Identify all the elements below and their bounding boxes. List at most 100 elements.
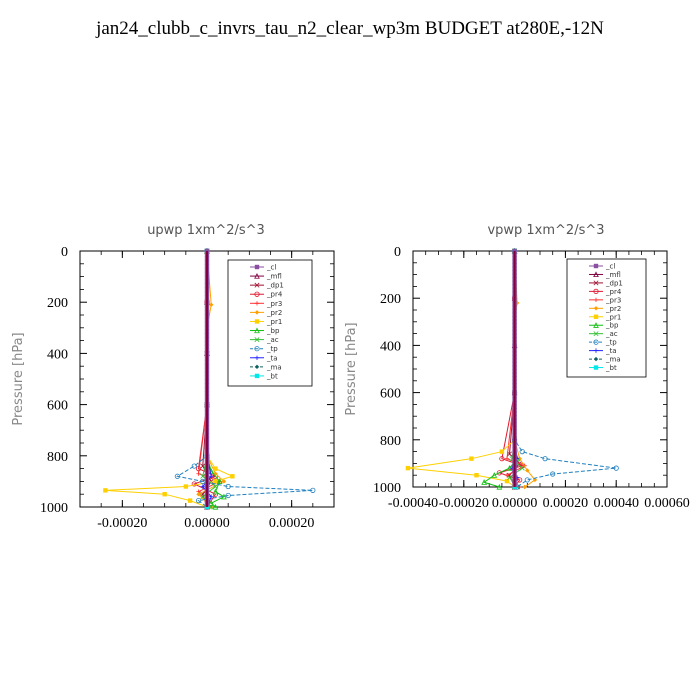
panel-1-series-pr4-point [191,481,197,487]
panel-2-xtick-label: 0.00040 [593,496,639,511]
panel-1-series-bp-point [212,488,219,495]
panel-2-legend-marker [593,297,599,303]
panel-2-series-pr1-point [469,456,474,461]
panel-1-ytick-label: 200 [47,296,68,311]
panel-1-legend-label: _pr2 [266,309,282,317]
panel-1-series-bp-point [212,503,219,510]
panel-2-legend-marker [593,331,599,337]
panel-1-legend-label: _pr3 [266,300,282,308]
panel-1-legend-label: _ta [266,354,278,362]
panel-2-legend-marker [593,365,599,370]
panel-1-legend-label: _ac [266,336,279,344]
panel-2-legend-marker [593,271,599,278]
panel-2-xtick-label: 0.00000 [492,496,538,511]
panel-2-series-bp-point [481,479,487,485]
panel-2-legend-label: _pr4 [605,288,622,296]
panel-1-series-pr3-point [196,471,201,476]
panel-1-ytick-label: 1000 [40,501,68,516]
panel-2-series-pr1-line [407,251,516,488]
panel-1-zero-profile [204,248,210,507]
panel-2-legend-label: _ac [605,330,618,338]
panel-1-series-ac-point [200,473,206,479]
panel-1-legend-label: _ma [266,363,282,371]
panel-1-legend-marker [254,319,260,324]
panel-1-legend-label: _tp [266,345,278,353]
panel-2-series-pr2-point [522,484,527,490]
panel-2-series-pr1-point [499,449,505,454]
panel-2-legend-label: _ma [605,356,621,364]
panel-2-series-tp-point [519,448,525,455]
panel-2-xtick-label: 0.00060 [644,496,690,511]
panel-2-series-pr3-point [504,473,510,478]
panel-1-series-pr1 [103,248,235,510]
panel-2-series-pr1-point [504,478,510,484]
panel-1-legend-marker [254,327,260,334]
panel-2-legend-label: _bp [605,322,619,330]
panel-1-legend-label: _pr4 [266,291,283,299]
panel-1-series-pr1-point [103,488,108,493]
panel-1-series-tp-point [225,483,231,490]
panel-2-legend-label: _tp [605,339,617,347]
panel-1-series-bp-point [208,500,215,506]
panel-2-legend-label: _pr1 [605,313,621,321]
panel-1: upwp 1xm^2/s^3 Pressure [hPa] 0 200 400 600 80… [11,223,335,531]
panel-1-series-pr1-point [187,498,193,503]
panel-1-series-tp-point [191,463,197,469]
panel-1-legend-label: _bt [266,372,278,380]
panel-2-legend-label: _cl [605,263,615,271]
panel-1-legend-label: _mfl [266,273,282,281]
panel-1-ytick-label: 800 [47,450,68,465]
panel-1-xtick-label: 0.00000 [184,516,230,531]
panel-1-legend-marker [254,264,260,270]
panel-2-series-pr4-point [517,477,523,483]
panel-2-legend-marker [593,314,599,319]
panel-2-zero-profile [512,248,517,487]
panel-1-series-tp-line [176,251,313,508]
panel-2-ytick-label: 200 [380,292,401,307]
panel-2-ytick-label: 0 [394,245,401,260]
panel-1-legend-label: _pr1 [266,318,282,326]
panel-1-legend-marker [254,301,260,306]
panel-2-series-pr2-point [532,477,538,483]
panel-1-series-pr2-line [197,250,225,508]
panel-2-legend-label: _dp1 [605,279,623,287]
panel-2-legend-marker [593,288,599,294]
panel-1-series-pr2-point [209,302,214,307]
panel-1-series-ac-point [200,494,206,500]
panel-2-series-tp-point [550,471,556,477]
panel-2-series-tp-point [542,456,548,462]
panel-2-legend-marker [593,356,599,362]
panel-1-legend-marker [254,337,260,343]
panel-2-legend-marker [593,306,599,311]
panel-1-ytick-label: 600 [47,399,68,414]
panel-2-series-pr4-point [496,470,502,476]
panel-1-ytick-label: 400 [47,347,68,362]
panel-2-title: vpwp 1xm^2/s^3 [487,223,604,238]
panel-2-legend-marker [593,263,599,269]
panel-1-legend-marker [254,373,260,379]
panel-2-ytick-label: 1000 [373,481,401,496]
panel-1-legend-box [227,259,313,387]
panel-1-legend-marker [254,272,260,279]
page-title: jan24_clubb_c_invrs_tau_n2_clear_wp3m BU… [96,18,604,39]
panel-1-series-pr2-point [196,492,201,497]
panel-2-legend: _cl_mfl_dp1_pr4_pr3_pr2_pr1_bp_ac_tp_ta_… [566,258,647,378]
panel-1-series-tp-point [174,473,180,479]
panel-2-ytick-label: 800 [380,434,401,449]
panel-2-series-pr1 [405,248,517,490]
panel-1-title: upwp 1xm^2/s^3 [147,223,265,238]
panel-2-xtick-label: 0.00020 [543,496,589,511]
panel-2-xtick-label: -0.00040 [388,496,438,511]
panel-2-ytick-label: 400 [380,339,401,354]
panel-1-legend-marker [254,346,260,352]
panel-1-legend-marker [254,364,260,370]
panel-1-series-pr1-line [105,251,234,508]
panel-2-legend-label: _bt [605,364,617,372]
panel-1-series-ta-point [209,494,214,499]
panel-2-legend-marker [593,322,599,328]
panel-1-series-tp-point [225,492,231,499]
panel-2: vpwp 1xm^2/s^3 Pressure [hPa] 0 200 400 600 80… [344,223,690,511]
panel-1-legend-label: _dp1 [266,282,284,290]
panel-2-series-pr3-point [504,456,510,461]
